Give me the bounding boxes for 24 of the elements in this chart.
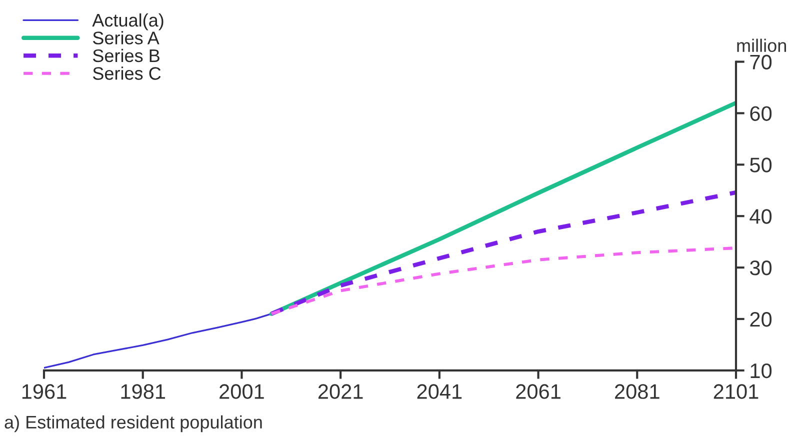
x-tick-label: 2001 xyxy=(220,384,264,399)
legend-label: Series B xyxy=(92,48,160,62)
line-series xyxy=(44,313,272,369)
legend-label: Series C xyxy=(92,66,161,80)
text: a) Estimated resident population xyxy=(4,415,262,432)
line-series xyxy=(269,190,736,316)
x-tick-label: 2061 xyxy=(516,384,560,399)
y-tick-label: 20 xyxy=(750,312,772,327)
y-tick-label: 60 xyxy=(750,106,772,121)
x-tick-label: 2041 xyxy=(417,384,462,399)
legend-label: Series A xyxy=(92,31,160,44)
x-tick-label: 2101 xyxy=(714,384,758,399)
line-series xyxy=(269,100,736,316)
y-axis-title: million xyxy=(737,38,786,52)
legend-label: Actual(a) xyxy=(92,13,164,30)
x-tick-label: 1981 xyxy=(121,384,166,399)
x-tick-label: 2081 xyxy=(615,384,660,399)
y-tick-label: 10 xyxy=(750,363,772,378)
y-tick-label: 30 xyxy=(750,260,772,276)
y-tick-label: 70 xyxy=(750,54,772,70)
x-tick-label: 2021 xyxy=(318,384,363,399)
y-tick-label: 50 xyxy=(750,158,772,172)
x-tick-label: 1961 xyxy=(22,384,66,399)
y-tick-label: 40 xyxy=(750,209,772,224)
